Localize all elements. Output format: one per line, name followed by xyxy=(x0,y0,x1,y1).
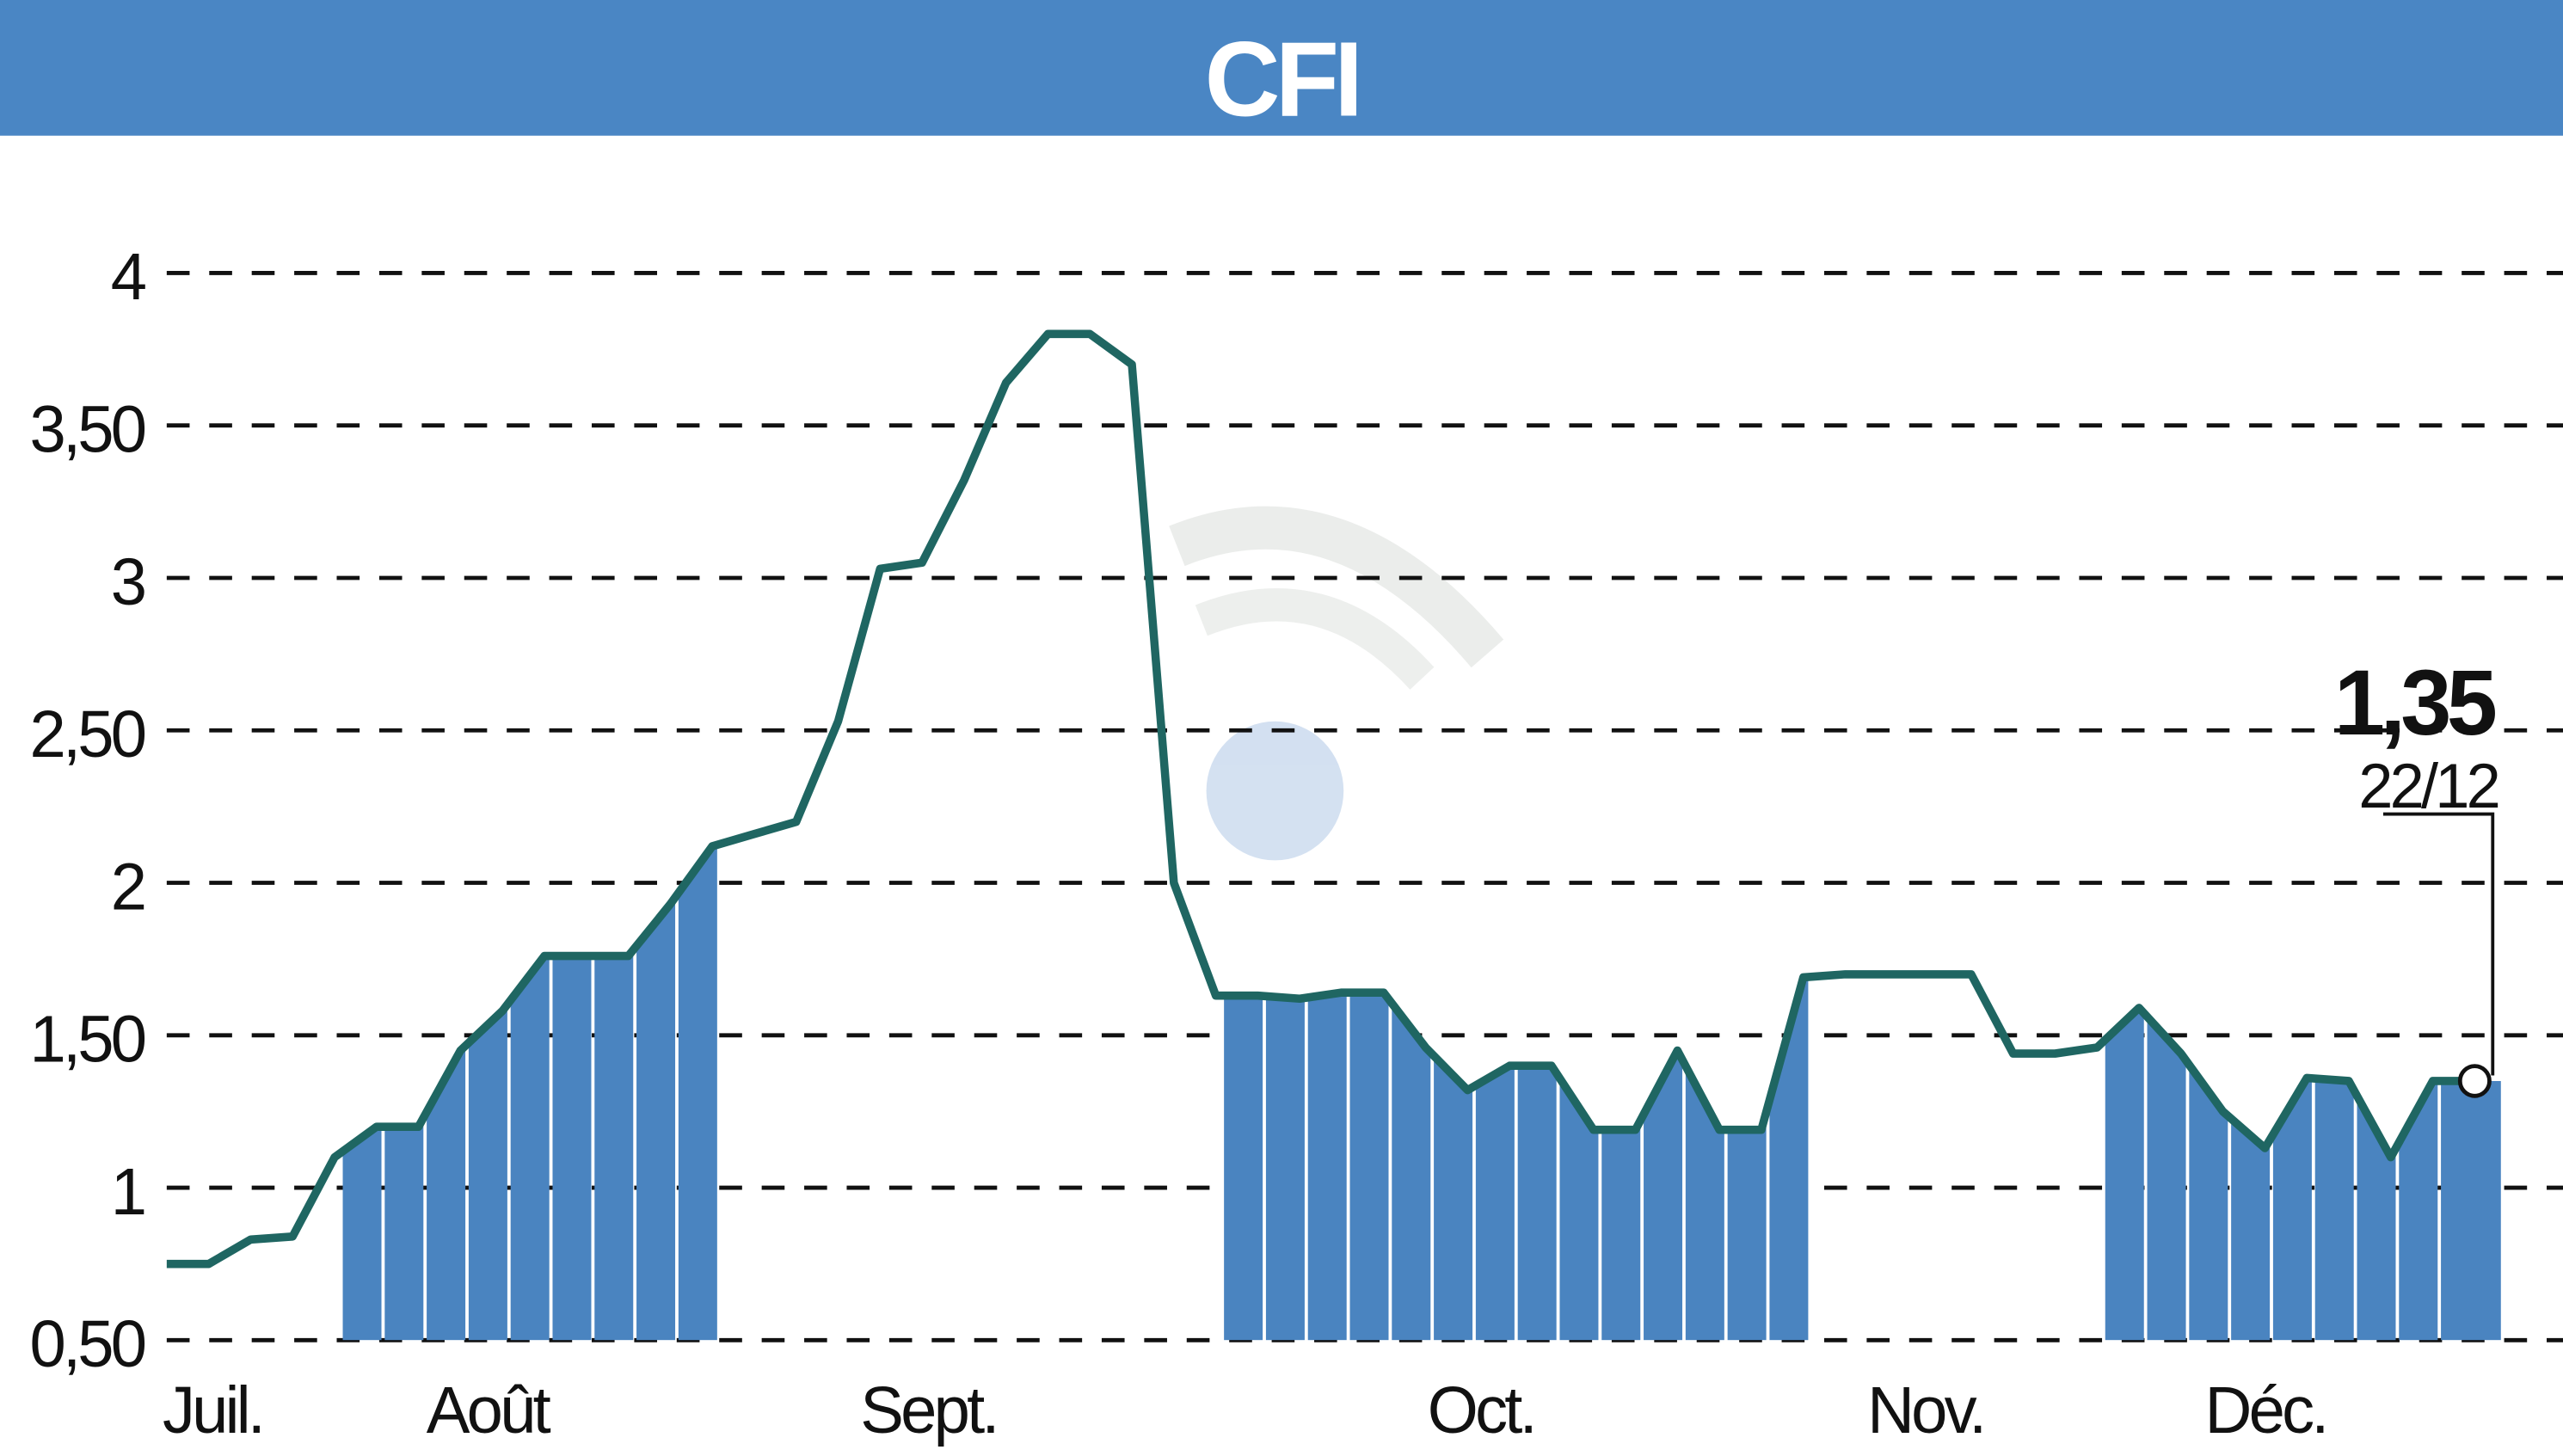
x-tick-label: Déc. xyxy=(2205,1374,2326,1448)
y-tick-label: 2 xyxy=(111,851,144,925)
volume-bar xyxy=(2272,334,2312,1341)
y-tick-label: 2,50 xyxy=(30,698,145,772)
price-line xyxy=(166,329,2475,1269)
volume-bar xyxy=(2147,334,2186,1341)
volume-bar xyxy=(1349,334,1389,1341)
x-tick-label: Août xyxy=(427,1374,551,1448)
volume-bar xyxy=(2189,334,2228,1341)
last-value-label: 1,35 xyxy=(2334,651,2495,755)
chart-title: CFI xyxy=(1205,20,1359,138)
volume-bars xyxy=(342,334,2501,1341)
volume-bar xyxy=(1475,334,1515,1341)
volume-bar xyxy=(2105,334,2144,1341)
volume-bar xyxy=(2231,334,2271,1341)
x-axis: Juil. Août Sept. Oct. Nov. Déc. xyxy=(163,1374,2329,1448)
volume-bar xyxy=(1601,334,1641,1341)
annotation-leader-line xyxy=(2382,812,2495,1076)
volume-bar xyxy=(678,334,717,1341)
x-tick-label: Nov. xyxy=(1867,1374,1983,1448)
y-tick-label: 3 xyxy=(111,545,145,619)
volume-bar xyxy=(1727,334,1767,1341)
y-tick-label: 1 xyxy=(111,1155,144,1229)
x-tick-label: Oct. xyxy=(1428,1374,1534,1448)
y-tick-label: 3,50 xyxy=(30,393,145,467)
volume-bar xyxy=(594,334,634,1341)
volume-bar xyxy=(1685,334,1724,1341)
header-bar xyxy=(0,0,2563,136)
volume-bar xyxy=(342,334,382,1341)
watermark-logo xyxy=(1169,506,1504,861)
last-point-marker xyxy=(2457,1064,2492,1098)
volume-bar xyxy=(427,334,466,1341)
volume-bar xyxy=(552,334,592,1341)
y-axis: 0,50 1 1,50 2 2,50 3 3,50 4 xyxy=(30,241,150,1382)
y-tick-label: 1,50 xyxy=(30,1003,145,1077)
volume-bar xyxy=(468,334,507,1341)
volume-bar xyxy=(636,334,676,1341)
y-tick-label: 4 xyxy=(111,241,146,315)
last-date-label: 22/12 xyxy=(2358,751,2498,820)
volume-bar xyxy=(1769,334,1809,1341)
x-tick-label: Sept. xyxy=(860,1374,996,1448)
x-tick-label: Juil. xyxy=(163,1374,262,1448)
volume-bar xyxy=(1392,334,1431,1341)
volume-bar xyxy=(384,334,424,1341)
volume-bar xyxy=(1644,334,1683,1341)
volume-bar xyxy=(2314,334,2354,1341)
volume-bar xyxy=(1434,334,1473,1341)
volume-bar xyxy=(510,334,550,1341)
volume-bar xyxy=(1559,334,1599,1341)
volume-bar xyxy=(1517,334,1557,1341)
y-tick-label: 0,50 xyxy=(30,1308,145,1382)
